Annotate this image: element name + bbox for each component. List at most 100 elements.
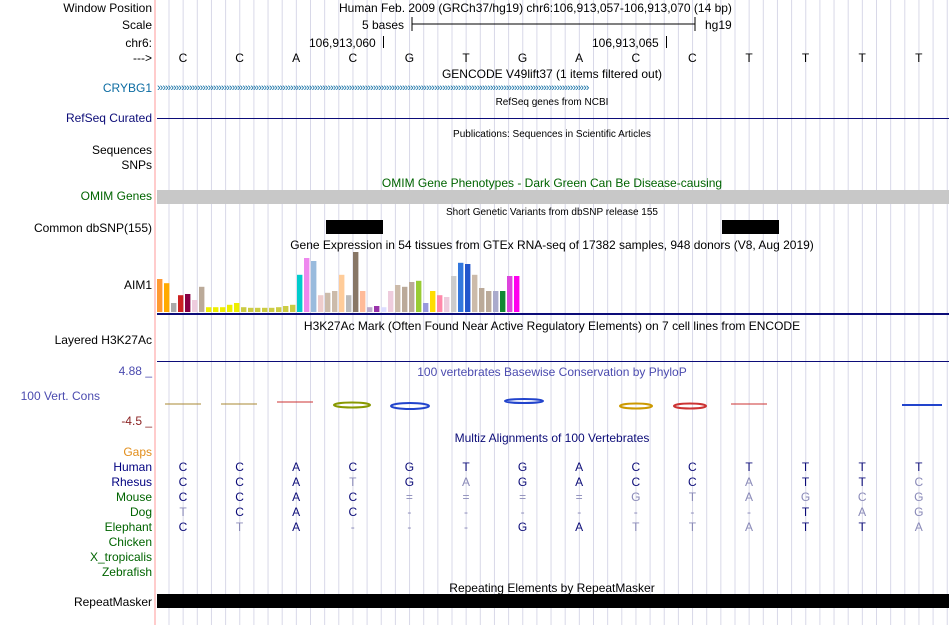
repeatmasker-label[interactable]: RepeatMasker bbox=[73, 595, 152, 609]
gtex-tissue-bar bbox=[241, 307, 247, 312]
alignment-base: C bbox=[235, 475, 244, 489]
species-label[interactable]: Human bbox=[113, 460, 152, 474]
species-label[interactable]: Zebrafish bbox=[101, 565, 152, 579]
alignment-base: C bbox=[631, 460, 641, 474]
gtex-tissue-bar bbox=[458, 262, 464, 312]
alignment-base: A bbox=[292, 490, 301, 504]
gtex-tissue-bar bbox=[283, 306, 289, 312]
refseq-label[interactable]: RefSeq Curated bbox=[65, 111, 152, 125]
alignment-base: T bbox=[801, 505, 810, 519]
omim-gene-bar[interactable] bbox=[157, 190, 949, 204]
alignment-base: C bbox=[688, 475, 697, 489]
gencode-gene-feature[interactable]: ››››››››››››››››››››››››››››››››››››››››… bbox=[157, 82, 589, 94]
h3k27ac-label[interactable]: Layered H3K27Ac bbox=[54, 333, 152, 347]
alignment-base: - bbox=[520, 505, 525, 519]
gencode-gene-label[interactable]: CRYBG1 bbox=[102, 81, 152, 95]
gtex-tissue-bar bbox=[500, 291, 506, 312]
base-letter: C bbox=[178, 51, 188, 65]
species-label[interactable]: Rhesus bbox=[111, 475, 152, 489]
gtex-tissue-bar bbox=[234, 303, 240, 312]
gtex-tissue-bar bbox=[381, 307, 387, 312]
gtex-tissue-bar bbox=[164, 283, 170, 312]
alignment-base: C bbox=[688, 460, 697, 474]
base-letter: C bbox=[348, 51, 358, 65]
gtex-gene-label[interactable]: AIM1 bbox=[123, 278, 152, 292]
alignment-base: A bbox=[744, 475, 753, 489]
alignment-base: C bbox=[235, 460, 244, 474]
alignment-base: - bbox=[407, 520, 412, 534]
alignment-base: G bbox=[800, 490, 811, 504]
gtex-tissue-bar bbox=[430, 291, 436, 312]
publications-sequences-label[interactable]: Sequences bbox=[91, 143, 152, 157]
cons-wiggle[interactable] bbox=[157, 396, 949, 410]
multiz-title[interactable]: Multiz Alignments of 100 Vertebrates bbox=[454, 431, 650, 445]
h3k27ac-title[interactable]: H3K27Ac Mark (Often Found Near Active Re… bbox=[303, 319, 801, 333]
gtex-tissue-bar bbox=[451, 276, 457, 312]
gtex-tissue-bar bbox=[332, 291, 338, 312]
alignment-base: = bbox=[575, 490, 583, 504]
gtex-expression-chart[interactable] bbox=[157, 252, 537, 314]
omim-title[interactable]: OMIM Gene Phenotypes - Dark Green Can Be… bbox=[381, 176, 723, 190]
gtex-tissue-bar bbox=[157, 279, 163, 312]
alignment-base: T bbox=[745, 460, 753, 474]
dbsnp-variant-2[interactable] bbox=[722, 220, 779, 234]
alignment-base: T bbox=[632, 520, 640, 534]
alignment-base: A bbox=[292, 460, 301, 474]
gtex-tissue-bar bbox=[339, 274, 345, 312]
alignment-base: A bbox=[914, 520, 923, 534]
alignment-base: C bbox=[235, 490, 244, 504]
alignment-base: T bbox=[858, 520, 866, 534]
cons-label[interactable]: 100 Vert. Cons bbox=[20, 389, 100, 403]
position-title[interactable]: Human Feb. 2009 (GRCh37/hg19) chr6:106,9… bbox=[339, 1, 732, 15]
window-position-label: Window Position bbox=[63, 1, 152, 15]
repeatmasker-element[interactable] bbox=[157, 594, 949, 608]
base-letter: G bbox=[517, 51, 528, 65]
gtex-tissue-bar bbox=[213, 307, 219, 312]
species-label[interactable]: Mouse bbox=[115, 490, 152, 504]
gtex-tissue-bar bbox=[297, 274, 303, 312]
gtex-tissue-bar bbox=[395, 285, 401, 312]
alignment-base: C bbox=[178, 490, 188, 504]
refseq-title[interactable]: RefSeq genes from NCBI bbox=[495, 97, 609, 108]
gtex-tissue-bar bbox=[507, 276, 513, 312]
species-label[interactable]: Dog bbox=[129, 505, 152, 519]
base-letter: T bbox=[801, 51, 810, 65]
species-label[interactable]: Elephant bbox=[104, 520, 152, 534]
alignment-base: T bbox=[801, 520, 810, 534]
base-letter: C bbox=[631, 51, 641, 65]
gtex-tissue-bar bbox=[465, 264, 471, 312]
gtex-title[interactable]: Gene Expression in 54 tissues from GTEx … bbox=[290, 238, 814, 252]
alignment-base: A bbox=[744, 490, 753, 504]
alignment-base: C bbox=[178, 475, 188, 489]
gtex-tissue-bar bbox=[493, 291, 499, 312]
omim-label[interactable]: OMIM Genes bbox=[80, 189, 152, 203]
publications-title[interactable]: Publications: Sequences in Scientific Ar… bbox=[453, 129, 651, 140]
dbsnp-variant-1[interactable] bbox=[326, 220, 383, 234]
alignment-base: - bbox=[464, 505, 468, 519]
alignment-base: C bbox=[857, 490, 867, 504]
gtex-tissue-bar bbox=[304, 258, 310, 312]
gtex-tissue-bar bbox=[360, 291, 366, 312]
multiz-gaps-label[interactable]: Gaps bbox=[123, 445, 152, 459]
gencode-title[interactable]: GENCODE V49lift37 (1 items filtered out) bbox=[441, 67, 663, 81]
repeatmasker-title[interactable]: Repeating Elements by RepeatMasker bbox=[449, 581, 655, 595]
gtex-tissue-bar bbox=[402, 286, 408, 312]
cons-title[interactable]: 100 vertebrates Basewise Conservation by… bbox=[417, 365, 687, 379]
alignment-base: = bbox=[405, 490, 413, 504]
species-label[interactable]: Chicken bbox=[108, 535, 152, 549]
gtex-tissue-bar bbox=[472, 274, 478, 312]
gtex-tissue-bar bbox=[227, 304, 233, 312]
alignment-base: T bbox=[915, 460, 923, 474]
gtex-tissue-bar bbox=[185, 294, 191, 312]
alignment-base: T bbox=[801, 475, 810, 489]
dbsnp-title[interactable]: Short Genetic Variants from dbSNP releas… bbox=[446, 207, 658, 218]
publications-snps-label[interactable]: SNPs bbox=[121, 158, 152, 172]
species-label[interactable]: X_tropicalis bbox=[89, 550, 152, 564]
gtex-tissue-bar bbox=[171, 303, 177, 312]
gtex-tissue-bar bbox=[290, 304, 296, 312]
alignment-base: G bbox=[914, 505, 924, 519]
gtex-tissue-bar bbox=[311, 261, 317, 312]
dbsnp-label[interactable]: Common dbSNP(155) bbox=[33, 221, 152, 235]
gtex-tissue-bar bbox=[409, 282, 415, 312]
